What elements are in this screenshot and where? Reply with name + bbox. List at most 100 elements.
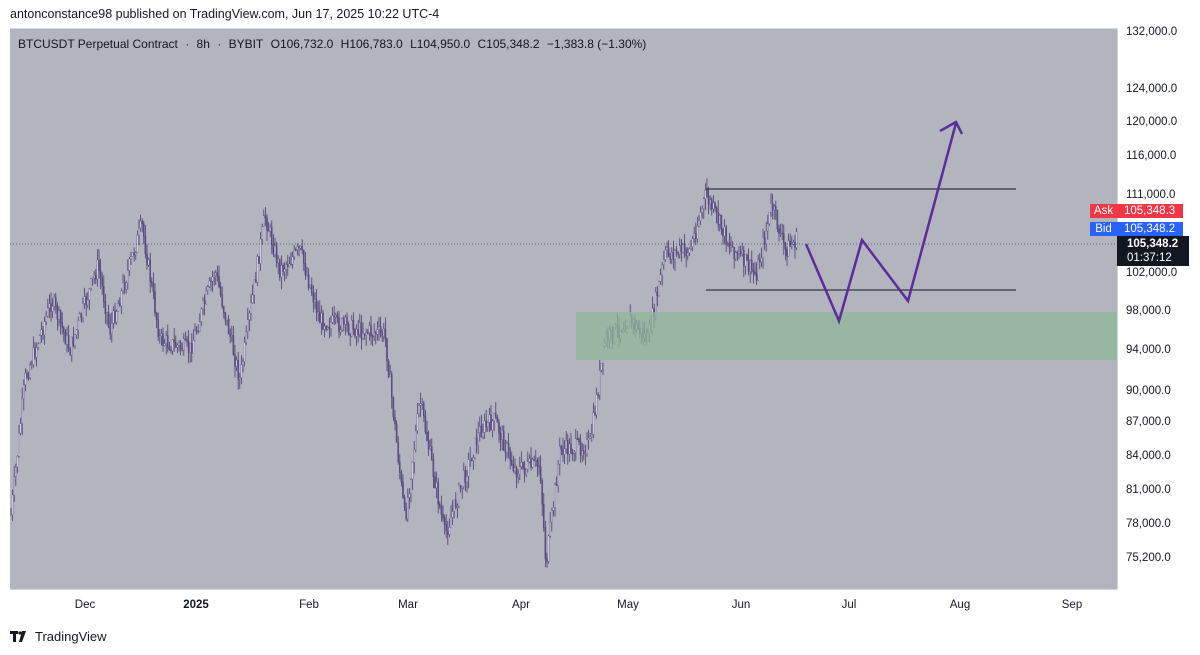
candle-body	[170, 349, 172, 351]
candle-body	[432, 459, 435, 477]
candle-body	[272, 244, 275, 255]
candle-body	[242, 361, 244, 365]
candle-body	[135, 252, 137, 256]
ohlc-open: O106,732.0	[270, 37, 334, 51]
price-axis-label: 116,000.0	[1126, 150, 1177, 162]
candle-body	[200, 308, 203, 323]
candle-body	[216, 272, 219, 277]
candle-body	[535, 460, 537, 462]
price-axis[interactable]	[1117, 28, 1200, 589]
candle-body	[447, 530, 449, 535]
candle-body	[511, 460, 513, 466]
candle-body	[527, 461, 529, 470]
chart-area[interactable]	[10, 28, 1117, 590]
candle-body	[496, 417, 499, 423]
candle-body	[784, 242, 787, 250]
candle-body	[235, 360, 238, 367]
candle-body	[298, 246, 300, 249]
candle-body	[664, 249, 667, 260]
candle-body	[13, 476, 15, 496]
header-bar: antonconstance98 published on TradingVie…	[0, 0, 1200, 28]
candle-body	[245, 331, 247, 343]
candle-body	[359, 322, 361, 335]
price-axis-label: 94,000.0	[1126, 344, 1171, 356]
candle-body	[408, 493, 411, 498]
candle-body	[101, 278, 103, 287]
candle-body	[715, 207, 718, 213]
candle-body	[291, 256, 294, 265]
candle-body	[106, 312, 108, 315]
footer-brand[interactable]: TradingView	[10, 629, 107, 644]
candle-body	[487, 422, 489, 427]
candle-body	[338, 317, 340, 333]
candle-body	[495, 413, 497, 418]
candle-body	[474, 437, 476, 458]
candle-body	[18, 432, 20, 457]
candle-body	[381, 332, 383, 337]
candle-body	[475, 437, 478, 446]
candle-body	[533, 459, 535, 461]
candle-body	[26, 373, 28, 378]
candle-body	[411, 462, 414, 480]
candle-body	[312, 293, 315, 303]
candle-body	[743, 250, 745, 267]
candle-body	[191, 343, 193, 354]
candle-body	[258, 256, 260, 264]
candle-body	[287, 264, 289, 267]
candle-body	[301, 246, 303, 251]
candle-body	[31, 364, 33, 366]
candle-body	[131, 252, 134, 257]
candle-body	[751, 259, 753, 270]
candle-body	[317, 311, 319, 313]
candle-body	[213, 275, 215, 278]
candle-body	[679, 245, 681, 255]
candle-body	[45, 316, 47, 323]
time-axis-label: Jul	[841, 599, 857, 611]
candle-body	[507, 443, 510, 450]
candle-body	[723, 226, 726, 237]
candle-body	[690, 246, 692, 249]
candle-body	[488, 414, 491, 423]
ask-label: Ask	[1090, 204, 1117, 218]
candle-body	[120, 290, 123, 307]
candle-body	[771, 203, 774, 211]
candle-body	[98, 259, 100, 271]
demand-zone[interactable]	[576, 312, 1117, 360]
candle-body	[594, 412, 596, 415]
candle-body	[525, 469, 527, 475]
candle-body	[667, 247, 670, 255]
candle-body	[461, 486, 463, 489]
candle-body	[111, 322, 113, 335]
candle-body	[661, 264, 663, 275]
candle-body	[275, 245, 278, 264]
candle-body	[50, 303, 52, 312]
candle-body	[307, 274, 310, 288]
candle-body	[178, 342, 180, 346]
last-price-tag: 105,348.2 01:37:12	[1117, 236, 1189, 266]
candle-body	[600, 363, 603, 371]
candle-body	[528, 458, 531, 462]
candle-body	[587, 438, 590, 441]
candle-body	[573, 451, 575, 454]
candle-body	[285, 264, 287, 270]
symbol-name[interactable]: BTCUSDT Perpetual Contract	[18, 37, 178, 51]
time-axis[interactable]	[10, 589, 1117, 622]
candle-body	[239, 377, 241, 380]
candle-body	[264, 215, 267, 218]
candle-body	[738, 251, 740, 254]
symbol-info: BTCUSDT Perpetual Contract · 8h · BYBIT …	[18, 37, 650, 51]
candle-body	[256, 256, 259, 283]
ask-value: 105,348.3	[1117, 204, 1183, 218]
candle-body	[762, 237, 764, 259]
candle-body	[757, 259, 759, 281]
candle-body	[352, 320, 355, 330]
symbol-interval[interactable]: 8h	[196, 37, 210, 51]
candle-body	[146, 253, 148, 266]
candle-body	[739, 251, 742, 254]
candle-body	[754, 271, 756, 275]
candle-body	[498, 422, 500, 434]
candle-body	[512, 464, 515, 472]
projection-path[interactable]	[804, 122, 958, 325]
candle-body	[672, 252, 675, 260]
candle-body	[791, 244, 793, 247]
